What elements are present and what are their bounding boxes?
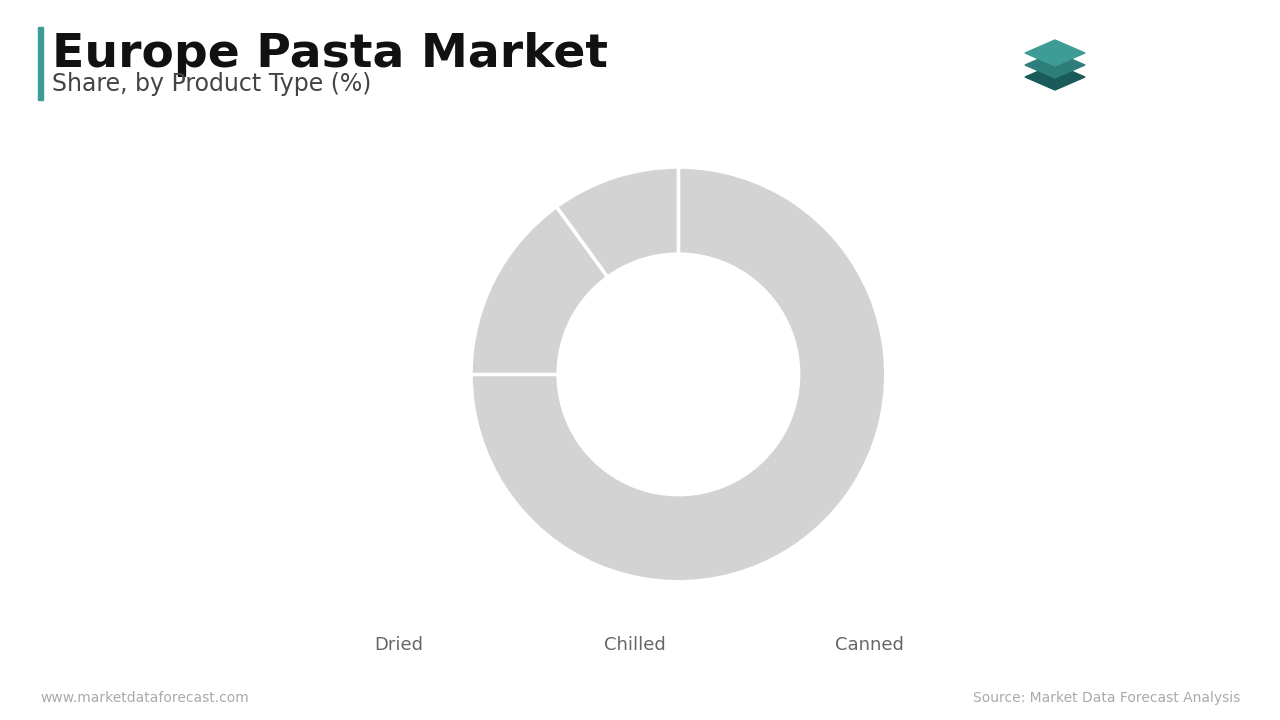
Text: Share, by Product Type (%): Share, by Product Type (%) [52,72,371,96]
Wedge shape [471,167,886,582]
Polygon shape [1025,40,1085,66]
Text: www.marketdataforecast.com: www.marketdataforecast.com [40,691,248,705]
Polygon shape [1025,52,1085,78]
Text: Canned: Canned [835,636,904,654]
Wedge shape [557,167,678,277]
Text: Chilled: Chilled [604,636,666,654]
Text: Dried: Dried [374,636,422,654]
Text: Source: Market Data Forecast Analysis: Source: Market Data Forecast Analysis [973,691,1240,705]
Polygon shape [1025,64,1085,90]
Wedge shape [471,207,608,374]
Bar [38,27,44,100]
Text: Europe Pasta Market: Europe Pasta Market [52,32,608,77]
